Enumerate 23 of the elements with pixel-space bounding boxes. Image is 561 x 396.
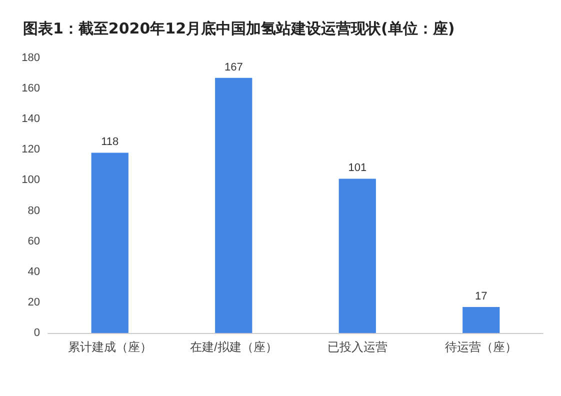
x-tick-label: 累计建成（座） (68, 340, 152, 354)
x-tick-label: 待运营（座） (445, 340, 518, 354)
bar (91, 152, 128, 333)
data-label: 167 (224, 61, 243, 74)
bar (338, 178, 376, 333)
y-tick-label: 140 (22, 113, 40, 126)
y-tick-label: 80 (28, 204, 40, 217)
y-tick-label: 60 (28, 235, 40, 248)
y-tick-label: 120 (22, 144, 40, 156)
y-tick-label: 40 (28, 266, 40, 278)
data-label: 118 (101, 136, 119, 148)
x-tick-label: 在建/拟建（座） (190, 340, 278, 354)
y-tick-label: 100 (22, 174, 40, 186)
data-label: 17 (475, 290, 488, 303)
bar (462, 307, 500, 333)
y-tick-label: 180 (22, 52, 40, 64)
y-tick-label: 160 (22, 82, 40, 95)
data-label: 101 (348, 162, 367, 174)
y-tick-label: 20 (28, 296, 40, 308)
x-tick-label: 已投入运营 (327, 340, 388, 354)
bar (215, 78, 252, 333)
chart-title: 图表1：截至2020年12月底中国加氢站建设运营现状(单位：座) (23, 20, 455, 38)
y-tick-label: 0 (34, 327, 40, 339)
